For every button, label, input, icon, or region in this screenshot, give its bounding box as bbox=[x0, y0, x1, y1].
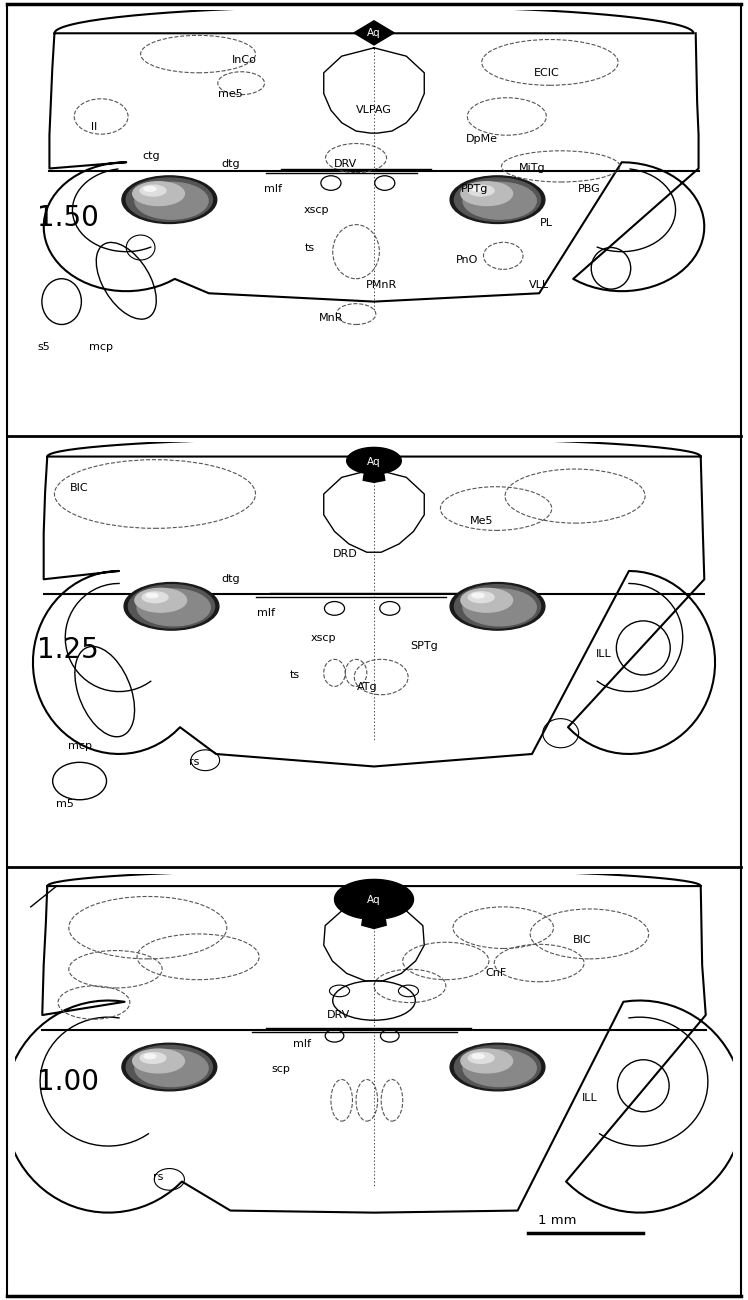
Ellipse shape bbox=[468, 1053, 494, 1063]
Text: 1.00: 1.00 bbox=[37, 1067, 99, 1096]
Text: PPTg: PPTg bbox=[461, 185, 488, 194]
Text: s5: s5 bbox=[37, 342, 50, 352]
Ellipse shape bbox=[146, 593, 158, 598]
Ellipse shape bbox=[468, 185, 494, 196]
Text: PMnR: PMnR bbox=[366, 280, 396, 290]
Text: ILL: ILL bbox=[596, 649, 612, 659]
Ellipse shape bbox=[461, 589, 512, 612]
Text: scp: scp bbox=[272, 1065, 290, 1074]
Text: mcp: mcp bbox=[89, 342, 113, 352]
Ellipse shape bbox=[461, 1049, 512, 1072]
Ellipse shape bbox=[122, 1043, 217, 1091]
Ellipse shape bbox=[144, 186, 156, 191]
Ellipse shape bbox=[124, 582, 219, 630]
Text: PL: PL bbox=[540, 217, 553, 228]
Text: rs: rs bbox=[189, 758, 200, 767]
Ellipse shape bbox=[450, 582, 545, 630]
Ellipse shape bbox=[132, 182, 185, 205]
Text: VLPAG: VLPAG bbox=[356, 105, 392, 116]
Ellipse shape bbox=[140, 1053, 166, 1063]
Text: MiTg: MiTg bbox=[518, 164, 545, 173]
Text: ATg: ATg bbox=[357, 682, 377, 693]
Text: dtg: dtg bbox=[221, 575, 239, 584]
Ellipse shape bbox=[122, 176, 217, 224]
Ellipse shape bbox=[142, 592, 168, 603]
Ellipse shape bbox=[135, 589, 186, 612]
Text: mcp: mcp bbox=[67, 741, 91, 750]
Ellipse shape bbox=[144, 1054, 156, 1058]
Ellipse shape bbox=[472, 186, 484, 191]
Text: ILL: ILL bbox=[581, 1093, 598, 1104]
Text: ts: ts bbox=[304, 243, 314, 252]
Text: 1.25: 1.25 bbox=[37, 636, 98, 664]
Text: 1 mm: 1 mm bbox=[538, 1214, 577, 1227]
Text: DpMe: DpMe bbox=[466, 134, 497, 144]
Text: DRD: DRD bbox=[333, 550, 358, 559]
Text: InCo: InCo bbox=[233, 56, 257, 65]
Ellipse shape bbox=[140, 185, 166, 196]
Text: PnO: PnO bbox=[456, 255, 479, 265]
Ellipse shape bbox=[455, 1045, 541, 1088]
Text: MnR: MnR bbox=[319, 313, 343, 324]
Text: ctg: ctg bbox=[143, 151, 160, 161]
Text: CnF: CnF bbox=[485, 968, 506, 979]
Text: 1.50: 1.50 bbox=[37, 204, 99, 233]
Ellipse shape bbox=[455, 178, 541, 221]
Ellipse shape bbox=[126, 1045, 212, 1088]
Ellipse shape bbox=[461, 182, 512, 205]
Ellipse shape bbox=[450, 176, 545, 224]
Ellipse shape bbox=[126, 178, 212, 221]
Text: mlf: mlf bbox=[257, 607, 275, 618]
Text: xscp: xscp bbox=[304, 205, 329, 214]
Ellipse shape bbox=[463, 182, 536, 220]
Text: ECIC: ECIC bbox=[533, 68, 560, 78]
Text: PBG: PBG bbox=[578, 185, 601, 194]
Ellipse shape bbox=[135, 1049, 208, 1087]
Text: Me5: Me5 bbox=[470, 516, 494, 526]
Text: ts: ts bbox=[290, 670, 300, 680]
Text: Aq: Aq bbox=[367, 27, 381, 38]
Text: Aq: Aq bbox=[367, 456, 381, 467]
Text: DRV: DRV bbox=[326, 1010, 350, 1020]
Polygon shape bbox=[354, 21, 394, 46]
Ellipse shape bbox=[463, 1049, 536, 1087]
Text: Aq: Aq bbox=[367, 894, 381, 905]
Text: me5: me5 bbox=[218, 88, 243, 99]
Ellipse shape bbox=[472, 593, 484, 598]
Text: BIC: BIC bbox=[70, 482, 89, 493]
Text: mlf: mlf bbox=[265, 185, 283, 194]
Text: m5: m5 bbox=[56, 800, 74, 809]
Text: mlf: mlf bbox=[293, 1039, 311, 1049]
Text: DRV: DRV bbox=[334, 160, 357, 169]
Text: BIC: BIC bbox=[573, 935, 592, 945]
Text: VLL: VLL bbox=[529, 280, 549, 290]
Ellipse shape bbox=[129, 585, 215, 628]
Polygon shape bbox=[334, 879, 414, 928]
Text: SPTg: SPTg bbox=[411, 641, 438, 651]
Text: xscp: xscp bbox=[311, 633, 337, 642]
Ellipse shape bbox=[132, 1049, 185, 1072]
Ellipse shape bbox=[472, 1054, 484, 1058]
Text: rs: rs bbox=[153, 1173, 164, 1182]
Ellipse shape bbox=[137, 589, 210, 625]
Text: dtg: dtg bbox=[221, 160, 239, 169]
Ellipse shape bbox=[463, 589, 536, 625]
Ellipse shape bbox=[135, 182, 208, 220]
Ellipse shape bbox=[450, 1043, 545, 1091]
Text: ll: ll bbox=[91, 122, 97, 131]
Polygon shape bbox=[347, 447, 401, 482]
Ellipse shape bbox=[468, 592, 494, 603]
Ellipse shape bbox=[455, 585, 541, 628]
